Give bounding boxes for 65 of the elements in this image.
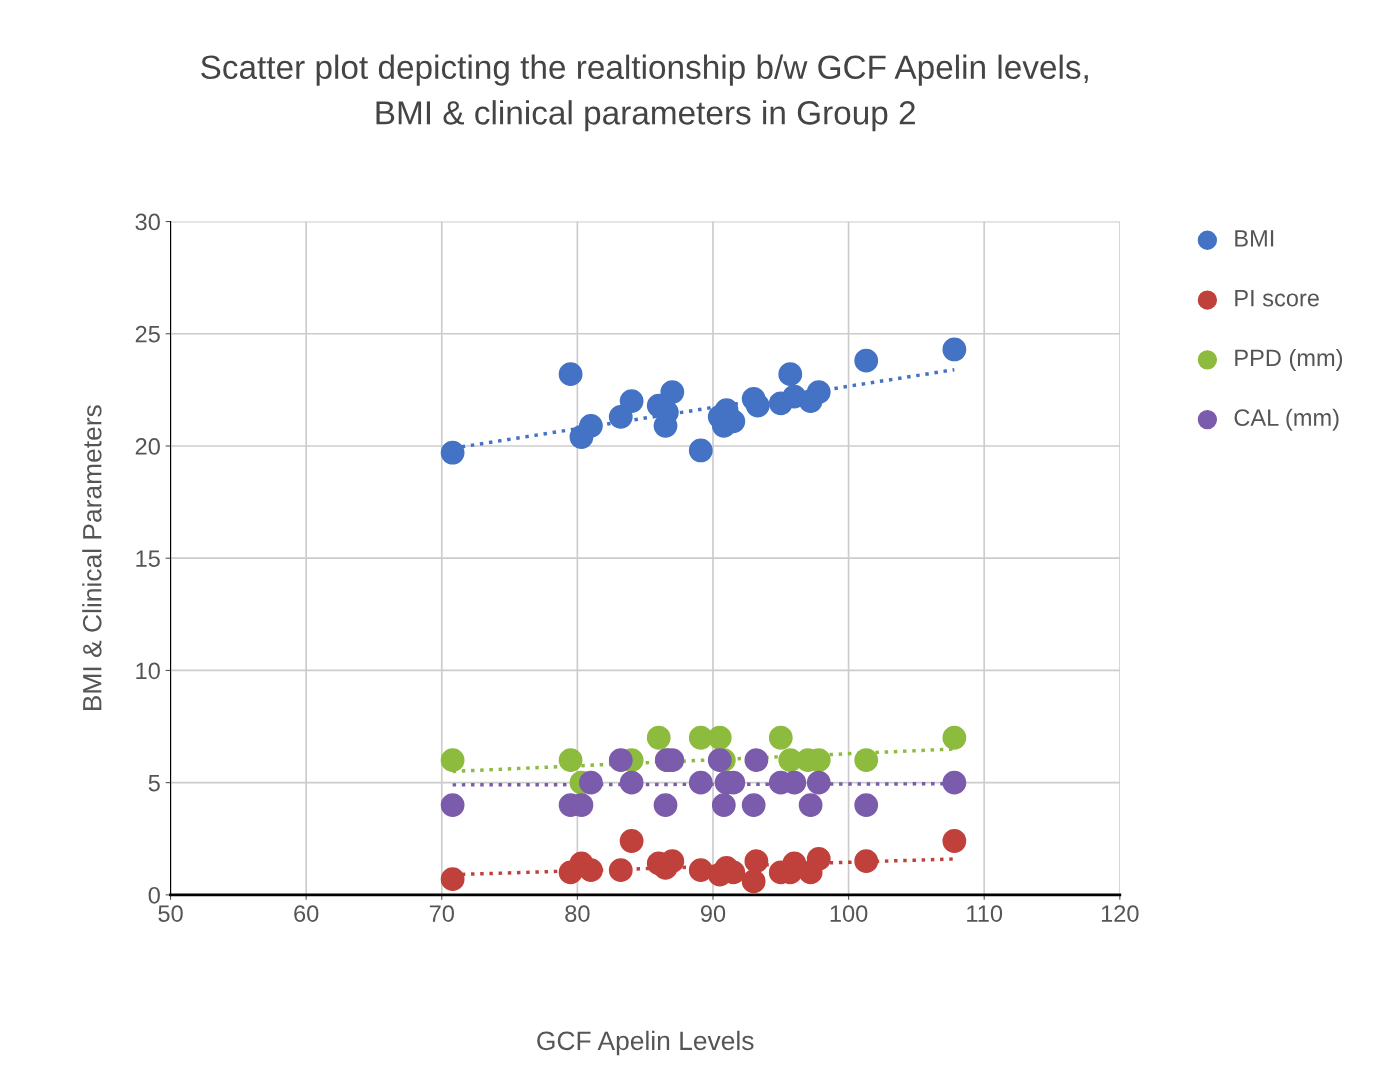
point <box>942 829 967 853</box>
point <box>688 438 713 463</box>
point <box>608 404 633 429</box>
point <box>711 793 736 817</box>
point <box>688 725 713 750</box>
x-tick-label: 120 <box>1101 905 1139 922</box>
legend-label: BMI <box>1235 230 1274 247</box>
y-axis-title: BMI & Clinical Parameters <box>82 405 102 711</box>
point <box>854 849 879 874</box>
point <box>619 389 644 413</box>
chart-title: Scatter plot depicting the realtionship b/w GCF Apelin levels, BMI & clinical parameters in Group 2 <box>201 54 1088 132</box>
point <box>688 770 713 795</box>
point <box>806 380 831 405</box>
y-tick-label: 30 <box>135 213 160 231</box>
point <box>558 362 583 387</box>
point <box>653 793 678 817</box>
point <box>688 858 713 883</box>
y-tick-label: 10 <box>136 662 160 680</box>
point <box>854 748 879 773</box>
point <box>854 793 879 817</box>
y-tick-label: 0 <box>148 886 160 904</box>
point <box>744 849 769 874</box>
point <box>942 770 967 795</box>
point <box>619 829 644 853</box>
point <box>619 770 644 795</box>
point <box>579 413 603 438</box>
point <box>440 440 465 465</box>
legend-label: CAL (mm) <box>1234 408 1339 431</box>
x-tick-label: 100 <box>830 905 868 922</box>
point <box>741 793 766 817</box>
x-tick-label: 110 <box>967 905 1003 922</box>
point <box>608 858 633 883</box>
x-axis-title: GCF Apelin Levels <box>537 1030 754 1056</box>
y-tick-label: 20 <box>135 438 160 455</box>
point <box>744 748 769 773</box>
y-tick-label: 15 <box>136 550 160 567</box>
point <box>741 869 766 894</box>
point <box>798 793 823 817</box>
y-tick-label: 25 <box>135 325 160 343</box>
legend-label: PI score <box>1235 289 1319 307</box>
point <box>942 337 967 362</box>
x-tick-label: 80 <box>565 905 590 922</box>
point <box>778 362 803 387</box>
point <box>579 770 603 795</box>
point <box>660 380 685 405</box>
point <box>707 725 732 750</box>
x-tick-label: 70 <box>429 905 454 922</box>
point <box>942 725 967 750</box>
legend-label: PPD (mm) <box>1235 348 1343 371</box>
x-tick-label: 90 <box>700 905 726 922</box>
point <box>608 748 633 773</box>
point <box>745 393 770 418</box>
point <box>768 725 793 750</box>
point <box>440 793 465 817</box>
point <box>579 858 603 883</box>
x-tick-label: 60 <box>294 905 319 922</box>
point <box>854 348 879 373</box>
point <box>440 867 465 892</box>
point <box>440 748 465 773</box>
point <box>806 847 831 871</box>
x-tick-label: 50 <box>158 905 183 922</box>
point <box>558 748 583 773</box>
point <box>646 725 671 750</box>
point <box>806 770 831 795</box>
y-tick-label: 5 <box>148 774 160 792</box>
